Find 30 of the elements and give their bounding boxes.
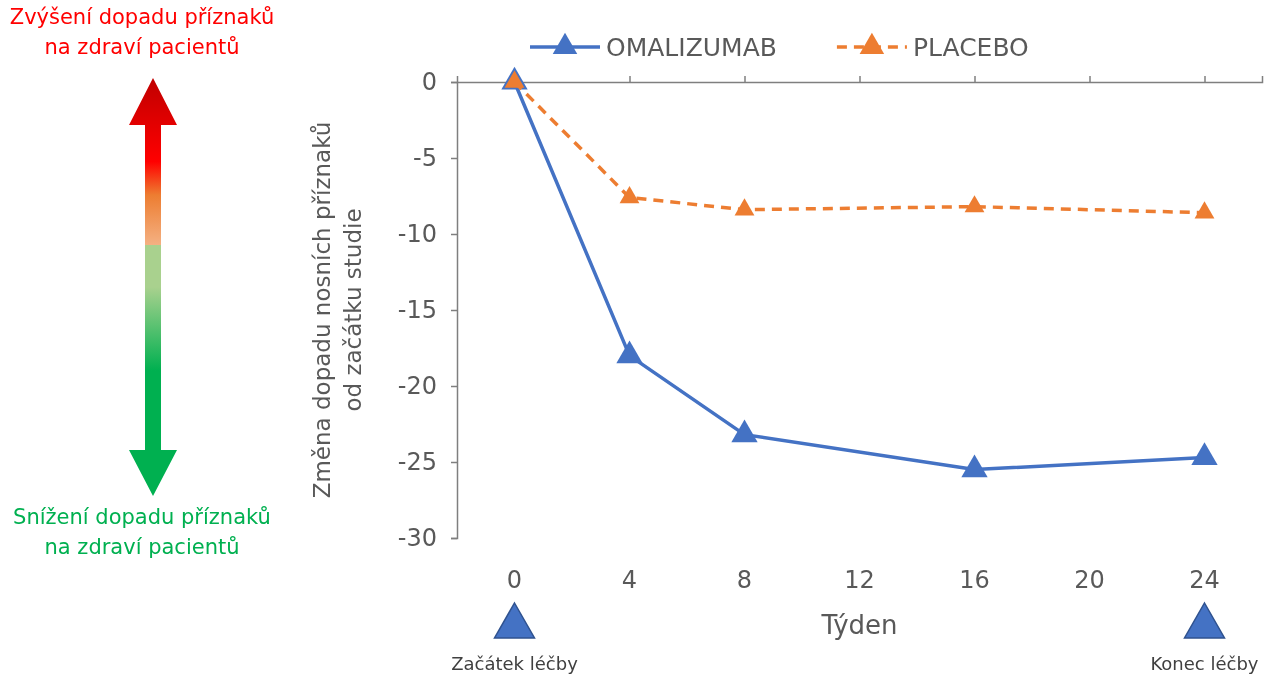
y-tick-label: -30 bbox=[397, 524, 437, 553]
x-tick-label: 0 bbox=[506, 566, 523, 594]
x-axis-title: Týden bbox=[820, 610, 898, 640]
point bbox=[616, 340, 643, 364]
legend-label: OMALIZUMAB bbox=[606, 33, 777, 62]
point bbox=[734, 198, 755, 216]
x-tick-label: 8 bbox=[736, 566, 753, 594]
x-tick-label: 12 bbox=[844, 566, 875, 594]
y-tick-label: -5 bbox=[413, 144, 437, 173]
text: Konec léčby bbox=[1150, 653, 1259, 674]
y-tick-label: -25 bbox=[397, 448, 437, 477]
x-tick-label: 16 bbox=[959, 566, 990, 594]
text: Začátek léčby bbox=[451, 653, 579, 674]
x-tick-label: 20 bbox=[1074, 566, 1105, 594]
point bbox=[964, 195, 985, 213]
point bbox=[1194, 201, 1215, 219]
point bbox=[619, 186, 640, 204]
y-tick-label: -20 bbox=[397, 372, 437, 401]
y-tick-label: -10 bbox=[397, 220, 437, 249]
x-tick-label: 24 bbox=[1189, 566, 1220, 594]
point bbox=[961, 454, 988, 478]
y-tick-label: 0 bbox=[421, 68, 437, 97]
point bbox=[1191, 442, 1218, 466]
text: Zvýšení dopadu příznaků na zdraví pacientů bbox=[9, 5, 275, 59]
y-axis-title: Změna dopadu nosních příznaků od začátku studie bbox=[309, 121, 366, 499]
legend-label: PLACEBO bbox=[912, 33, 1029, 62]
x-tick-label: 4 bbox=[621, 566, 638, 594]
point bbox=[731, 419, 758, 443]
text: Snížení dopadu příznaků na zdraví pacientů bbox=[13, 505, 271, 559]
y-tick-label: -15 bbox=[397, 296, 437, 325]
